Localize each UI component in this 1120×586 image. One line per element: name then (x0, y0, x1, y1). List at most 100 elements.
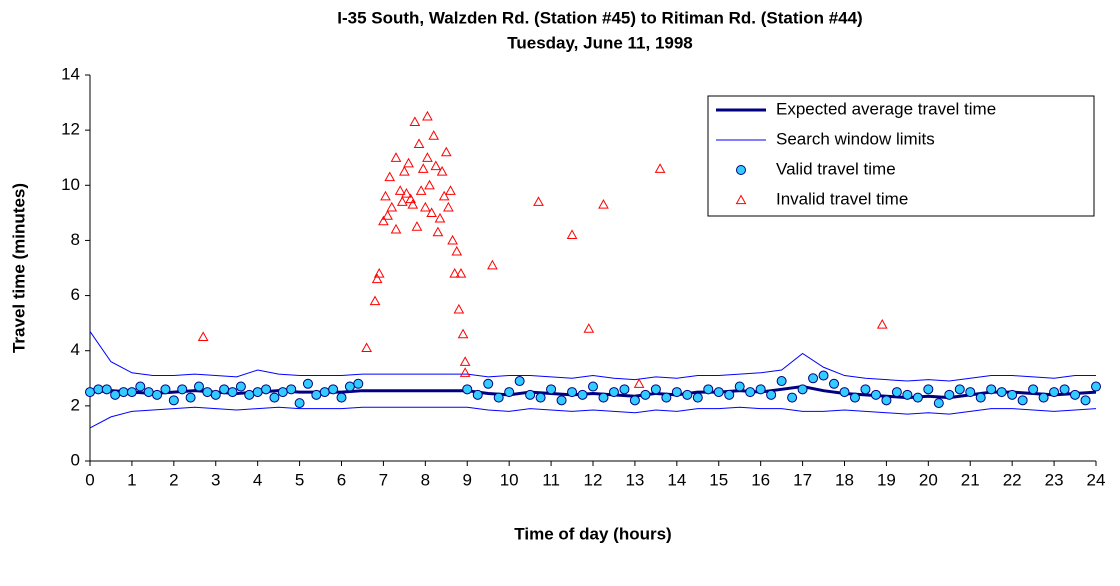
y-tick-label: 14 (61, 64, 80, 83)
x-tick-label: 2 (169, 470, 178, 489)
invalid-point (403, 157, 414, 168)
valid-point (219, 384, 230, 395)
invalid-point (426, 207, 437, 217)
x-tick-label: 4 (253, 470, 262, 489)
valid-point (849, 392, 860, 403)
valid-point (986, 384, 997, 395)
chart-subtitle: Tuesday, June 11, 1998 (507, 33, 693, 52)
valid-point (160, 384, 171, 395)
valid-point (1059, 384, 1070, 395)
valid-point (598, 392, 609, 403)
valid-point (353, 378, 364, 389)
valid-point (766, 389, 777, 400)
y-axis-title: Travel time (minutes) (9, 183, 28, 353)
invalid-point (394, 185, 406, 195)
valid-point (93, 384, 104, 395)
invalid-point (430, 160, 442, 171)
invalid-point (378, 215, 389, 226)
valid-point (797, 384, 808, 395)
x-tick-label: 18 (835, 470, 854, 489)
invalid-point (413, 138, 425, 149)
invalid-point (371, 273, 383, 284)
valid-point (101, 384, 112, 395)
valid-point (514, 376, 525, 387)
x-tick-label: 13 (625, 470, 644, 489)
valid-point (912, 392, 923, 403)
valid-point (269, 392, 280, 403)
invalid-point (440, 146, 452, 157)
valid-point (629, 395, 640, 406)
valid-point (1017, 395, 1028, 406)
x-tick-label: 24 (1087, 470, 1106, 489)
valid-point (776, 376, 787, 387)
valid-point (1028, 384, 1039, 395)
x-tick-label: 21 (961, 470, 980, 489)
valid-point (870, 389, 881, 400)
invalid-point (422, 110, 433, 121)
valid-point (462, 384, 473, 395)
invalid-point (396, 196, 408, 206)
invalid-point (399, 165, 410, 176)
x-tick-label: 23 (1045, 470, 1064, 489)
invalid-point (428, 130, 440, 140)
y-tick-label: 8 (71, 230, 80, 249)
y-tick-label: 2 (71, 395, 80, 414)
valid-point (640, 389, 651, 400)
valid-point (252, 387, 263, 398)
invalid-point (409, 116, 421, 126)
valid-point (891, 387, 902, 398)
valid-point (185, 392, 196, 403)
valid-point (923, 384, 934, 395)
invalid-point (373, 267, 385, 278)
invalid-point (457, 328, 469, 339)
valid-point (860, 384, 871, 395)
x-tick-label: 11 (542, 470, 560, 489)
valid-point (1049, 387, 1060, 398)
invalid-point (434, 212, 446, 223)
invalid-point (390, 152, 402, 162)
valid-point (755, 384, 766, 395)
valid-point (525, 389, 536, 400)
invalid-point (390, 223, 402, 234)
invalid-point (411, 221, 423, 231)
valid-point (261, 384, 272, 395)
valid-point (692, 392, 703, 403)
valid-point (244, 389, 255, 400)
valid-point (954, 384, 965, 395)
invalid-point (876, 318, 888, 329)
invalid-point (598, 199, 609, 209)
x-tick-label: 5 (295, 470, 304, 489)
invalid-point (459, 367, 471, 377)
invalid-point (451, 245, 463, 256)
invalid-point (361, 342, 372, 353)
valid-point (336, 392, 347, 403)
valid-point (556, 395, 567, 406)
valid-point (1080, 395, 1091, 406)
legend-label: Invalid travel time (776, 189, 908, 208)
invalid-point (447, 234, 458, 245)
invalid-point (422, 152, 433, 162)
legend-swatch (735, 194, 747, 205)
invalid-point (533, 196, 544, 206)
valid-point (650, 384, 661, 395)
invalid-point (445, 185, 456, 195)
x-tick-label: 0 (85, 470, 94, 489)
valid-point (933, 398, 944, 409)
valid-point (546, 384, 557, 395)
valid-point (135, 381, 146, 392)
valid-point (483, 378, 494, 389)
window-upper (89, 331, 1096, 382)
valid-point (472, 389, 483, 400)
valid-point (577, 389, 588, 400)
valid-point (302, 378, 313, 389)
invalid-point (415, 185, 427, 195)
x-axis-title: Time of day (hours) (514, 524, 671, 543)
invalid-point (566, 229, 578, 240)
valid-point (193, 381, 204, 392)
valid-point (143, 387, 154, 398)
invalid-point (487, 259, 498, 270)
y-tick-label: 12 (61, 120, 80, 139)
valid-point (902, 389, 913, 400)
x-tick-label: 3 (211, 470, 220, 489)
legend-label: Valid travel time (776, 159, 896, 178)
